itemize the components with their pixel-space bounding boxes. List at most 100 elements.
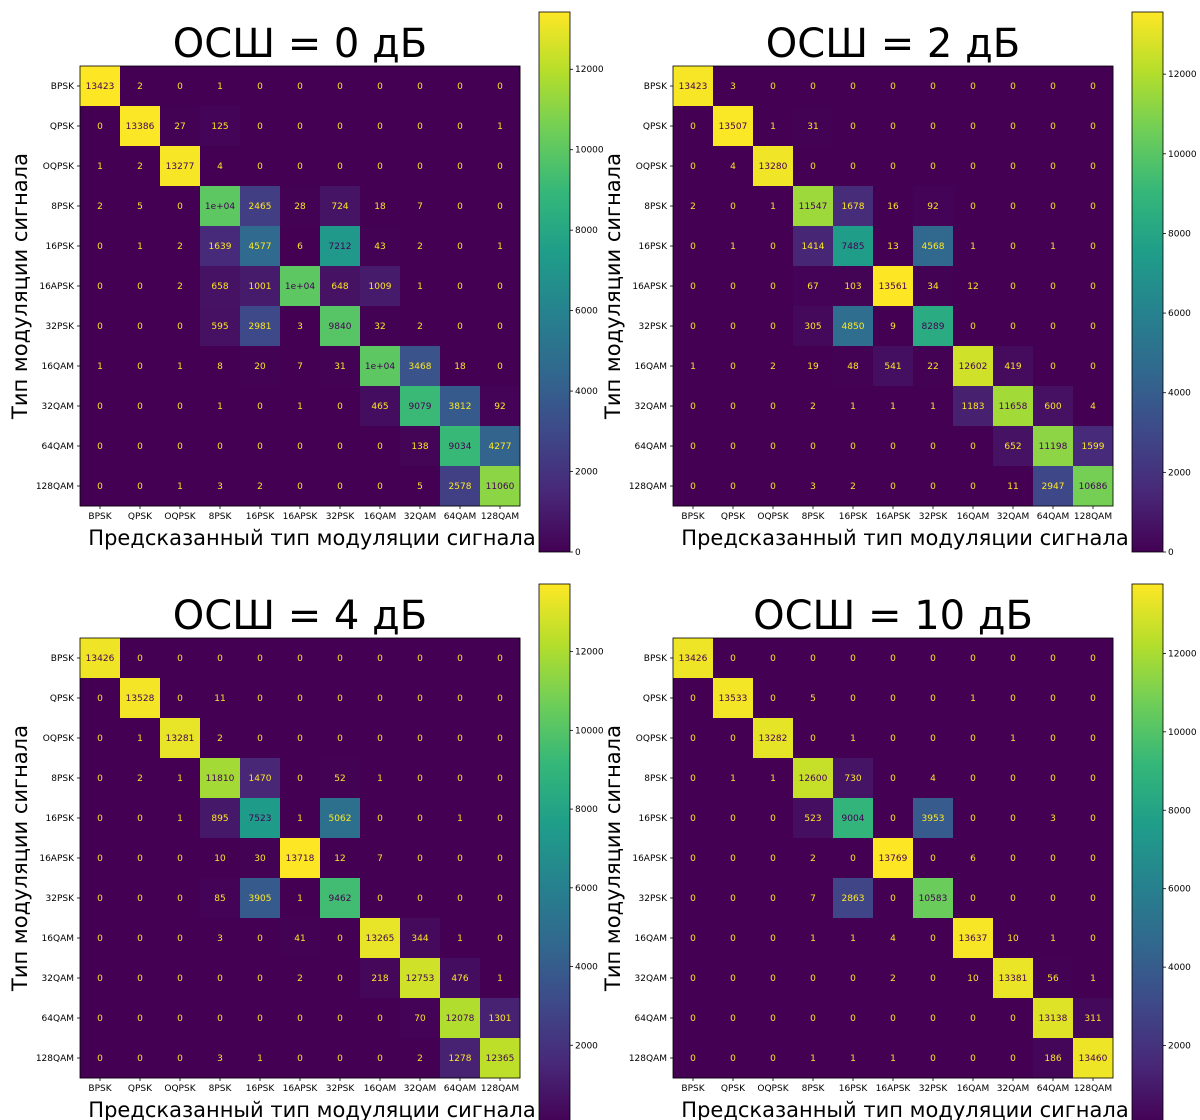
cell-value-label: 1 (810, 1054, 816, 1064)
heatmap-cell (873, 266, 914, 307)
heatmap-cell (833, 638, 874, 679)
cell-value-label: 465 (371, 402, 388, 412)
heatmap-cell (753, 66, 794, 107)
x-tick-label: BPSK (88, 1084, 112, 1094)
cell-value-label: 0 (297, 1014, 303, 1024)
heatmap-cell (913, 386, 954, 427)
heatmap-cell (440, 426, 481, 467)
cell-value-label: 0 (137, 974, 143, 984)
heatmap-cell (480, 678, 521, 719)
colorbar-tick-label: 6000 (1168, 885, 1191, 895)
y-tick-label: 16PSK (46, 814, 76, 824)
cell-value-label: 0 (730, 654, 736, 664)
cell-value-label: 0 (1090, 322, 1096, 332)
cell-value-label: 0 (1050, 774, 1056, 784)
cell-value-label: 48 (847, 362, 859, 372)
heatmap-cell (673, 718, 714, 759)
cell-value-label: 0 (497, 322, 503, 332)
heatmap-cell (400, 306, 441, 347)
cell-value-label: 0 (730, 282, 736, 292)
cell-value-label: 0 (97, 322, 103, 332)
heatmap-cell (833, 1038, 874, 1079)
cell-value-label: 0 (770, 894, 776, 904)
cell-value-label: 0 (1050, 202, 1056, 212)
heatmap-cell (160, 186, 201, 227)
heatmap-cell (200, 638, 241, 679)
y-tick-label: 16QAM (635, 934, 667, 944)
cell-value-label: 0 (97, 974, 103, 984)
heatmap-cell (360, 346, 401, 387)
cell-value-label: 0 (890, 654, 896, 664)
cell-value-label: 0 (690, 242, 696, 252)
x-tick-label: 16APSK (876, 1084, 912, 1094)
heatmap-cell (240, 66, 281, 107)
heatmap-cell (400, 998, 441, 1039)
cell-value-label: 0 (1010, 694, 1016, 704)
heatmap-cell (160, 838, 201, 879)
cell-value-label: 0 (1090, 202, 1096, 212)
heatmap-cell (240, 426, 281, 467)
cell-value-label: 0 (810, 734, 816, 744)
heatmap-cell (753, 678, 794, 719)
heatmap-cell (440, 66, 481, 107)
cell-value-label: 0 (337, 1014, 343, 1024)
heatmap-cell (953, 106, 994, 147)
heatmap-cell (80, 426, 121, 467)
heatmap-cell (793, 798, 834, 839)
cell-value-label: 0 (217, 654, 223, 664)
cell-value-label: 0 (770, 282, 776, 292)
heatmap-cell (440, 466, 481, 507)
heatmap-cell (320, 186, 361, 227)
x-tick-label: 16APSK (283, 512, 319, 522)
cell-value-label: 0 (770, 242, 776, 252)
cell-value-label: 10686 (1079, 482, 1108, 492)
cell-value-label: 0 (770, 934, 776, 944)
heatmap-cell (833, 186, 874, 227)
heatmap-cell (953, 1038, 994, 1079)
heatmap-cell (160, 106, 201, 147)
heatmap-cell (80, 678, 121, 719)
cell-value-label: 0 (297, 734, 303, 744)
cell-value-label: 0 (970, 162, 976, 172)
heatmap-cell (713, 186, 754, 227)
heatmap-cell (713, 346, 754, 387)
cell-value-label: 2 (417, 1054, 423, 1064)
cell-value-label: 5 (810, 694, 816, 704)
cell-value-label: 0 (177, 974, 183, 984)
heatmap-cell (753, 798, 794, 839)
cell-value-label: 1 (217, 402, 223, 412)
cell-value-label: 7 (377, 854, 383, 864)
cell-value-label: 1 (930, 402, 936, 412)
heatmap-cell (1073, 266, 1114, 307)
heatmap-cell (673, 838, 714, 879)
cell-value-label: 0 (1050, 162, 1056, 172)
cell-value-label: 0 (457, 654, 463, 664)
heatmap-cell (993, 918, 1034, 959)
cell-value-label: 0 (810, 442, 816, 452)
heatmap-cell (160, 346, 201, 387)
heatmap-cell (993, 226, 1034, 267)
cell-value-label: 0 (497, 362, 503, 372)
heatmap-cell (240, 758, 281, 799)
cell-value-label: 56 (1047, 974, 1059, 984)
colorbar-tick-label: 12000 (575, 65, 604, 75)
cell-value-label: 0 (377, 734, 383, 744)
colorbar-tick-label: 2000 (575, 1041, 598, 1051)
heatmap-cell (400, 638, 441, 679)
heatmap-cell (120, 838, 161, 879)
y-tick-label: 8PSK (644, 202, 668, 212)
heatmap-cell (440, 678, 481, 719)
cell-value-label: 7 (810, 894, 816, 904)
heatmap-cell (833, 346, 874, 387)
heatmap-cell (913, 306, 954, 347)
heatmap-cell (80, 838, 121, 879)
heatmap-cell (873, 426, 914, 467)
y-tick-label: 16PSK (639, 814, 669, 824)
cell-value-label: 0 (730, 322, 736, 332)
cell-value-label: 1 (297, 402, 303, 412)
cell-value-label: 1 (377, 774, 383, 784)
heatmap-cell (320, 306, 361, 347)
cell-value-label: 419 (1004, 362, 1021, 372)
heatmap-cell (873, 678, 914, 719)
